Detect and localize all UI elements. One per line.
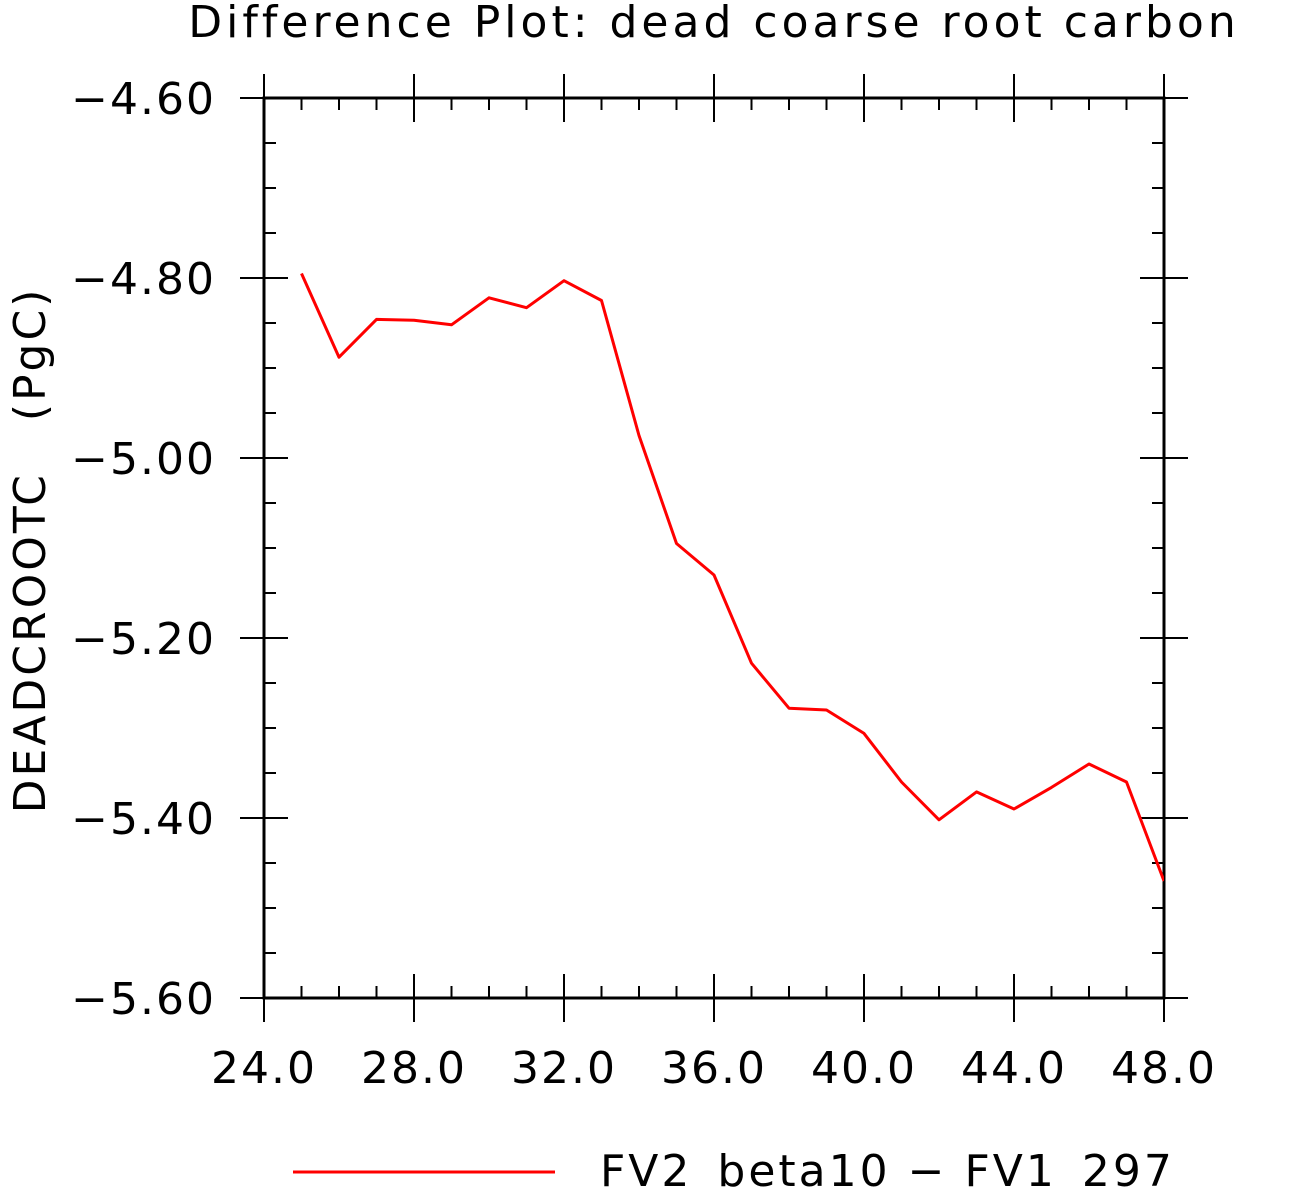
y-tick-label: −4.60 — [71, 74, 216, 125]
series-line — [300, 272, 1164, 882]
x-tick-label: 36.0 — [661, 1043, 767, 1094]
x-tick-label: 32.0 — [511, 1043, 617, 1094]
y-axis-ticks: −4.60 −4.80 −5.00 −5.20 −5.40 −5.60 — [71, 74, 1188, 1025]
series-layer — [300, 272, 1164, 882]
plot-frame — [262, 96, 1166, 1000]
x-tick-label: 44.0 — [961, 1043, 1067, 1094]
y-axis-label: DEADCROOTC (PgC) — [5, 287, 56, 814]
x-tick-label: 28.0 — [361, 1043, 467, 1094]
x-tick-label: 40.0 — [811, 1043, 917, 1094]
legend-label: FV2_beta10 − FV1_297 — [600, 1146, 1175, 1193]
x-tick-label: 24.0 — [211, 1043, 317, 1094]
y-tick-label: −5.40 — [71, 794, 216, 845]
y-tick-label: −5.60 — [71, 974, 216, 1025]
y-tick-label: −5.00 — [71, 434, 216, 485]
x-tick-label: 48.0 — [1111, 1043, 1217, 1094]
chart-title: Difference Plot: dead coarse root carbon — [188, 0, 1239, 48]
y-tick-label: −5.20 — [71, 614, 216, 665]
x-axis-ticks: 24.0 28.0 32.0 36.0 40.0 44.0 48.0 — [211, 74, 1217, 1094]
y-tick-label: −4.80 — [71, 254, 216, 305]
legend: FV2_beta10 − FV1_297 — [293, 1146, 1175, 1193]
